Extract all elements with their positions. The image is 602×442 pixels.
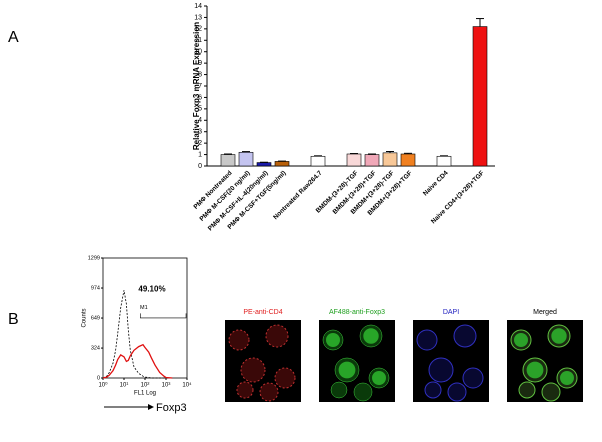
nucleus: [526, 361, 544, 379]
y-axis-label: Relative Foxp3 mRNA Expression: [192, 22, 201, 150]
y-tick-label: 8: [198, 71, 202, 78]
image-title: PE-anti-CD4: [243, 309, 282, 316]
nucleus: [338, 361, 356, 379]
y-tick-label: 3: [198, 129, 202, 136]
y-tick-label: 9: [198, 60, 202, 67]
error-bar: [224, 153, 232, 155]
y-tick-label: 11: [195, 37, 202, 44]
y-tick-label: 6: [198, 94, 202, 101]
gate-label: M1: [140, 305, 148, 311]
y-tick-label: 10: [194, 49, 202, 56]
image-title: Merged: [533, 309, 557, 316]
cell: [236, 381, 254, 399]
x-axis-label: FL1 Log: [134, 391, 156, 397]
marker-label: Foxp3: [156, 402, 187, 414]
x-tick-label: 10²: [141, 383, 150, 389]
cell: [453, 324, 477, 348]
error-bar: [386, 150, 394, 153]
bar: [238, 151, 254, 167]
histogram-line: [102, 343, 173, 379]
y-tick-label: 0: [97, 375, 100, 381]
arrow-head: [148, 404, 154, 410]
bar: [256, 162, 272, 167]
y-tick-label: 2: [198, 140, 202, 147]
y-tick-label: 4: [198, 117, 202, 124]
nucleus: [326, 333, 340, 347]
cell: [353, 382, 373, 402]
annotation: 49.10%: [138, 284, 165, 293]
cell: [518, 381, 536, 399]
x-tick-label: Naive CD4: [422, 169, 450, 197]
bar: [274, 161, 290, 167]
bar: [382, 152, 398, 167]
cell: [259, 382, 279, 402]
bar: [472, 26, 488, 167]
panel-label: A: [8, 29, 19, 46]
nucleus: [372, 371, 386, 385]
cell: [447, 382, 467, 402]
bar: [400, 153, 416, 167]
x-tick-label: 10⁰: [98, 382, 108, 389]
error-bar: [368, 153, 376, 155]
y-axis-label: Counts: [82, 308, 88, 327]
x-tick-label: 10³: [162, 383, 171, 389]
x-tick-label: 10⁴: [182, 382, 192, 389]
bar: [346, 153, 362, 167]
cell: [228, 329, 250, 351]
bar: [364, 154, 380, 167]
cell: [265, 324, 289, 348]
y-tick-label: 649: [91, 315, 100, 321]
cell: [330, 381, 348, 399]
gate: [140, 313, 187, 319]
y-tick-label: 0: [198, 163, 202, 170]
bar: [436, 155, 452, 167]
image-title: DAPI: [443, 309, 459, 316]
y-tick-label: 974: [91, 285, 100, 291]
nucleus: [560, 371, 574, 385]
x-tick-label: 10¹: [120, 383, 129, 389]
cell: [424, 381, 442, 399]
cell: [416, 329, 438, 351]
error-bar: [404, 152, 412, 154]
y-tick-label: 14: [194, 3, 202, 10]
y-tick-label: 1: [198, 151, 202, 158]
error-bar: [476, 18, 484, 27]
y-tick-label: 324: [91, 346, 100, 352]
nucleus: [551, 328, 567, 344]
cell: [541, 382, 561, 402]
histogram-line: [102, 290, 173, 379]
cell: [428, 357, 454, 383]
cell: [462, 367, 484, 389]
y-tick-label: 5: [198, 106, 202, 113]
y-tick-label: 7: [198, 83, 202, 90]
y-tick-label: 12: [194, 26, 202, 33]
y-tick-label: 1299: [88, 255, 100, 261]
panel-label: B: [8, 311, 19, 328]
nucleus: [514, 333, 528, 347]
bar: [310, 155, 326, 167]
bar: [220, 154, 236, 167]
error-bar: [242, 151, 250, 153]
cell: [274, 367, 296, 389]
cell: [240, 357, 266, 383]
y-tick-label: 13: [194, 14, 202, 21]
image-title: AF488-anti-Foxp3: [329, 309, 385, 316]
nucleus: [363, 328, 379, 344]
